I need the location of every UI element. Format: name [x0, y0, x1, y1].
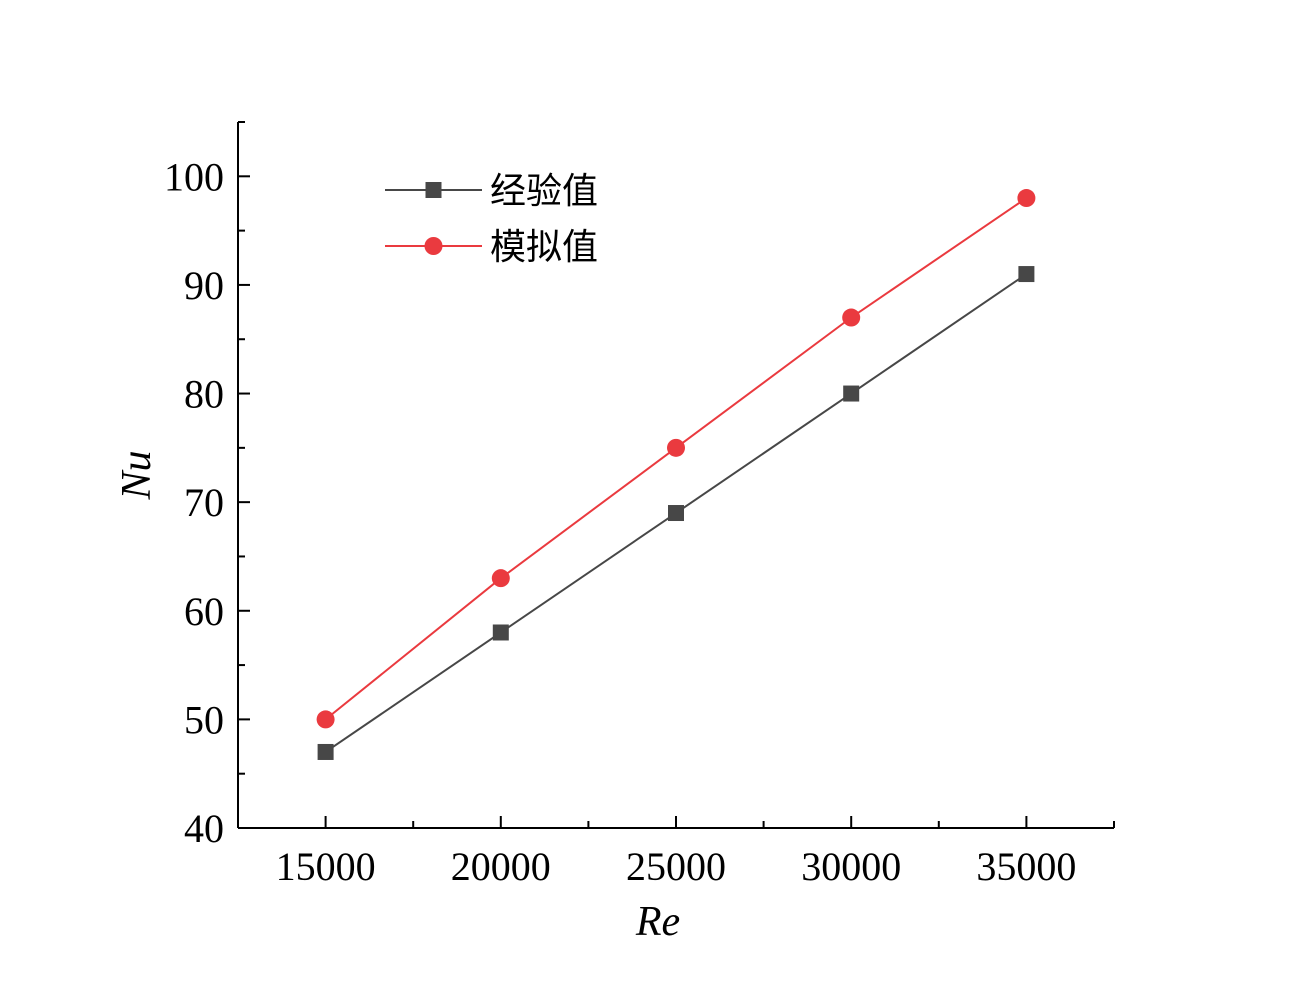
data-point-circle	[316, 710, 335, 729]
data-point-circle	[491, 569, 510, 588]
data-point-square	[492, 624, 509, 641]
x-tick-label: 35000	[976, 844, 1076, 889]
y-tick-label: 40	[184, 806, 224, 851]
x-tick-label: 30000	[801, 844, 901, 889]
data-point-circle	[842, 308, 861, 327]
x-tick-label: 25000	[626, 844, 726, 889]
series-2	[316, 189, 1036, 729]
data-point-square	[668, 505, 684, 522]
y-tick-label: 60	[184, 589, 224, 634]
x-tick-label: 15000	[276, 844, 376, 889]
y-tick-label: 90	[184, 263, 224, 308]
legend-marker-circle	[424, 237, 443, 255]
legend-label: 模拟值	[490, 227, 598, 268]
y-tick-label: 100	[164, 154, 224, 199]
legend-label: 经验值	[490, 171, 598, 212]
series-line	[324, 197, 1027, 721]
y-tick-label: 80	[184, 372, 224, 417]
data-point-square	[317, 743, 334, 760]
data-point-square	[843, 385, 860, 402]
y-axis-title: Nu	[114, 450, 160, 500]
x-tick-label: 20000	[451, 844, 551, 889]
data-point-circle	[667, 438, 685, 457]
series-1	[317, 266, 1035, 760]
axes: 15000 20000 25000 30000 35000 40 50 60 70 80 90 100	[164, 121, 1115, 889]
x-axis-title: Re	[635, 899, 680, 945]
legend-marker-square	[425, 182, 442, 198]
data-point-square	[1018, 266, 1035, 283]
y-tick-label: 50	[184, 697, 224, 742]
y-tick-label: 70	[184, 480, 224, 525]
series-layer	[316, 189, 1036, 760]
data-point-circle	[1017, 189, 1036, 208]
